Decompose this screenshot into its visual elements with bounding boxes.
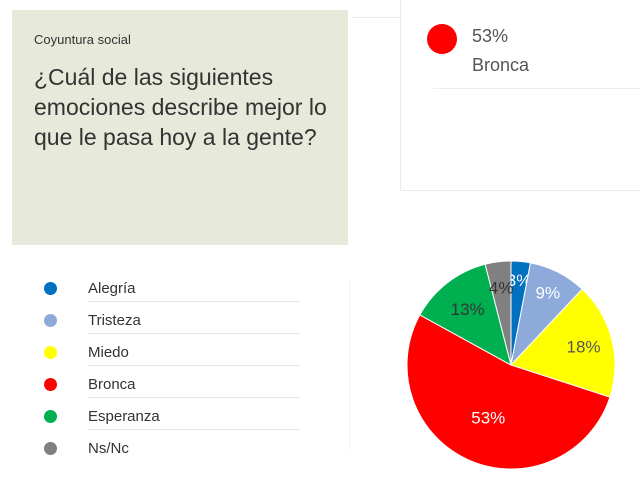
legend-swatch [44, 378, 57, 391]
pie-slice-ns-nc [484, 260, 512, 366]
legend-divider [88, 429, 300, 430]
pie-slice-bronca [406, 314, 611, 470]
legend-swatch [44, 282, 57, 295]
callout-value: 53% [472, 26, 509, 46]
chart-legend: Alegría Tristeza Miedo Bronca Esperanza … [40, 276, 300, 468]
legend-divider [88, 301, 300, 302]
legend-item-esperanza: Esperanza [40, 404, 300, 436]
legend-swatch [44, 314, 57, 327]
pie-label-tristeza: 9% [536, 284, 561, 303]
legend-label: Ns/Nc [88, 440, 129, 457]
pie-chart: 3%9% 18% 53% 13%4% [406, 260, 616, 470]
question-title: ¿Cuál de las siguientes emociones descri… [34, 64, 327, 150]
legend-label: Esperanza [88, 408, 160, 425]
legend-divider [88, 397, 300, 398]
legend-item-bronca: Bronca [40, 372, 300, 404]
legend-label: Tristeza [88, 312, 141, 329]
legend-swatch [44, 410, 57, 423]
legend-divider [88, 365, 300, 366]
section-tag: Coyuntura social [34, 32, 131, 47]
callout-label: Bronca [472, 55, 530, 75]
legend-label: Bronca [88, 376, 136, 393]
highlight-callout: 53% Bronca [400, 0, 640, 191]
legend-item-alegria: Alegría [40, 276, 300, 308]
question-card: Coyuntura social ¿Cuál de las siguientes… [12, 10, 348, 245]
legend-item-tristeza: Tristeza [40, 308, 300, 340]
legend-divider [88, 333, 300, 334]
legend-label: Alegría [88, 280, 136, 297]
callout-color-dot [427, 24, 457, 54]
legend-item-miedo: Miedo [40, 340, 300, 372]
pie-label-esperanza: 13% [451, 300, 485, 319]
top-divider [352, 17, 400, 18]
legend-swatch [44, 346, 57, 359]
pie-slice-esperanza [419, 263, 512, 366]
pie-slice-miedo [510, 288, 616, 398]
pie-label-alegr-a: 3% [507, 271, 532, 290]
legend-item-nsnc: Ns/Nc [40, 436, 300, 468]
legend-label: Miedo [88, 344, 129, 361]
pie-label-miedo: 18% [567, 337, 601, 356]
callout-divider [433, 88, 640, 89]
vertical-divider [349, 280, 350, 450]
pie-label-ns-nc: 4% [489, 279, 514, 298]
pie-label-bronca: 53% [471, 408, 505, 427]
legend-swatch [44, 442, 57, 455]
